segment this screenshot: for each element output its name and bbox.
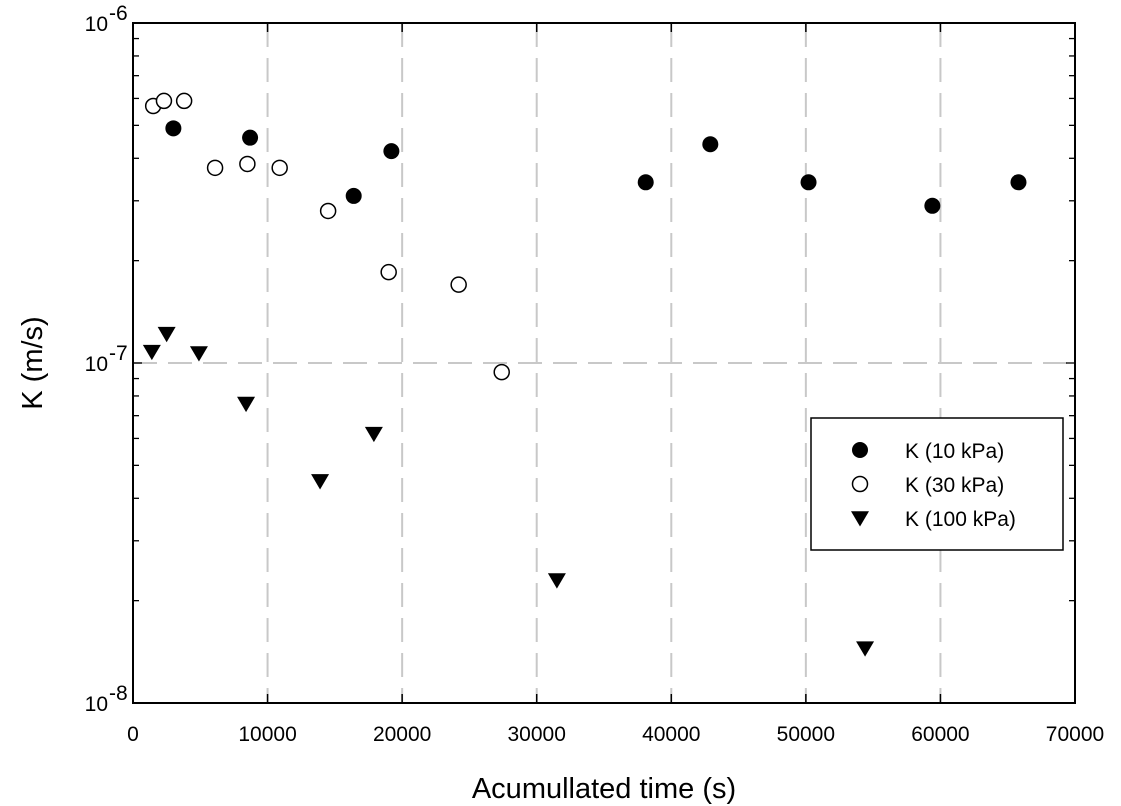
y-tick-label-base: 10 [85,353,108,376]
legend-label: K (100 kPa) [905,508,1016,531]
x-tick-label: 50000 [777,723,835,746]
point-k-100kpa [364,426,383,443]
point-k-30kpa [175,92,193,110]
x-tick-label: 40000 [642,723,700,746]
x-tick-label: 20000 [373,723,431,746]
y-axis-title: K (m/s) [17,316,49,409]
point-k-10kpa [800,174,817,191]
point-k-100kpa [157,326,176,343]
x-axis-title: Acumullated time (s) [472,773,736,805]
point-k-10kpa [242,129,259,146]
point-k-10kpa [702,136,719,153]
point-k-30kpa [493,363,510,381]
point-k-30kpa [380,263,397,281]
y-axis-tick-labels: 10-610-710-8 [85,2,128,716]
point-k-30kpa [319,202,337,220]
point-k-100kpa [189,346,208,362]
y-tick-label-exponent: -6 [109,2,128,25]
x-tick-label: 70000 [1046,723,1104,746]
y-tick-label-base: 10 [85,13,108,36]
point-k-100kpa [547,573,566,589]
data-points [142,92,1027,657]
x-tick-label: 10000 [238,723,296,746]
x-axis-tick-labels: 0 10000 20000 30000 40000 50000 60000 70000 [127,723,1104,746]
legend-label: K (30 kPa) [905,474,1004,497]
point-k-10kpa [383,143,400,160]
y-tick-label-exponent: -8 [109,682,128,705]
point-k-30kpa [239,155,256,173]
point-k-100kpa [311,474,330,490]
x-tick-label: 60000 [911,723,969,746]
point-k-10kpa [924,197,941,214]
legend-label: K (10 kPa) [905,440,1004,463]
point-k-10kpa [345,187,362,204]
point-k-10kpa [165,120,182,137]
plot-area-frame [132,22,1076,704]
legend-marker-2 [851,511,869,527]
y-tick-label-base: 10 [85,693,108,716]
grid-lines [133,23,1075,703]
point-k-30kpa [155,92,173,110]
point-k-100kpa [142,344,161,361]
point-k-10kpa [637,174,654,191]
point-k-100kpa [237,396,256,413]
legend-marker-0 [852,442,868,458]
point-k-100kpa [856,641,875,657]
point-k-10kpa [1010,174,1027,191]
point-k-30kpa [271,159,288,177]
x-tick-label: 30000 [508,723,566,746]
y-tick-label-exponent: -7 [109,342,128,365]
point-k-30kpa [450,276,467,293]
x-tick-label: 0 [127,723,139,746]
point-k-30kpa [206,159,224,177]
legend: K (10 kPa) K (30 kPa) K (100 kPa) [810,417,1064,551]
legend-marker-1 [851,475,869,493]
